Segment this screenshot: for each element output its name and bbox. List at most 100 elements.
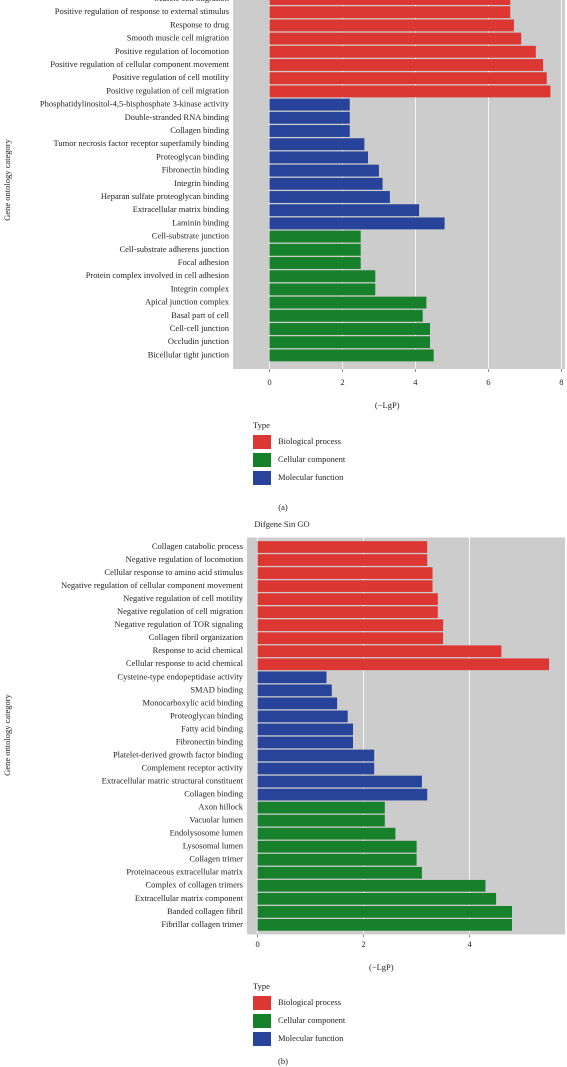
bar: [257, 762, 375, 775]
legend-swatch: [253, 1014, 271, 1028]
y-tick-label: Cell-substrate adherens junction: [119, 244, 229, 254]
bar: [257, 671, 327, 684]
y-tick-label: Cysteine-type endopeptidase activity: [117, 671, 243, 681]
y-tick-label: Platelet-derived growth factor binding: [113, 749, 244, 759]
y-tick-label: Positive regulation of cell migration: [106, 85, 230, 95]
bar: [257, 554, 428, 566]
y-tick-label: Proteoglycan binding: [170, 710, 244, 720]
bar: [269, 59, 544, 71]
bar: [257, 866, 422, 879]
y-tick-label: Extracellular matrix binding: [133, 204, 230, 214]
bar: [269, 204, 420, 217]
bar: [269, 191, 390, 203]
bar: [257, 788, 428, 801]
y-tick-label: Tumor necrosis factor receptor superfami…: [53, 138, 229, 148]
y-tick-label: Positive regulation of response to exter…: [55, 6, 229, 16]
y-tick-label: Negative regulation of locomotion: [126, 554, 244, 564]
bar: [269, 19, 514, 32]
y-tick-label: Complex of collagen trimers: [146, 880, 244, 890]
y-tick-label: Lysosomal lumen: [183, 841, 244, 851]
bar: [257, 580, 433, 592]
bar: [257, 840, 417, 853]
y-tick-label: Basal part of cell: [171, 310, 229, 320]
y-tick-label: Vacuolar lumen: [189, 815, 243, 825]
y-tick-label: Phosphatidylinositol-4,5-bisphosphate 3-…: [40, 99, 230, 109]
y-tick-label: Fibrillar collagen trimer: [161, 919, 243, 929]
y-tick-label: SMAD binding: [190, 684, 243, 694]
x-tick-label: 4: [467, 939, 472, 949]
bar: [257, 684, 332, 697]
bar: [257, 905, 512, 918]
y-axis-title: Gene ontology category: [2, 693, 12, 775]
x-axis-title: (−LgP): [369, 962, 394, 972]
y-tick-label: Focal adhesion: [178, 257, 230, 267]
bar: [269, 336, 431, 349]
y-tick-label: Negative regulation of TOR signaling: [114, 619, 243, 629]
bar: [257, 541, 428, 553]
panel-caption: (b): [278, 1056, 288, 1066]
legend-title: Type: [253, 420, 270, 430]
bar: [257, 919, 512, 931]
x-tick-label: 0: [255, 939, 259, 949]
y-axis-title: Gene ontology category: [2, 138, 12, 220]
bar: [257, 814, 385, 827]
bar: [269, 85, 551, 98]
legend-swatch: [253, 435, 271, 449]
bar: [269, 138, 365, 151]
y-tick-label: Fibronectin binding: [176, 736, 244, 746]
bar: [257, 710, 348, 723]
x-tick-label: 8: [559, 377, 563, 387]
y-tick-label: Collagen binding: [184, 789, 244, 799]
y-tick-label: Extracellular matrix component: [135, 893, 244, 903]
bar: [269, 111, 350, 124]
y-tick-label: Monocarboxylic acid binding: [142, 697, 243, 707]
legend-swatch: [253, 996, 271, 1010]
bar: [269, 32, 522, 45]
bar: [257, 632, 444, 645]
y-tick-label: Collagen fibril organization: [149, 632, 244, 642]
y-tick-label: Response to acid chemical: [153, 645, 244, 655]
y-tick-label: Axon hillock: [198, 802, 243, 812]
bar: [257, 567, 433, 579]
bar: [257, 697, 338, 710]
bar: [257, 827, 396, 840]
chart-title: Difgene Sin GO: [254, 519, 309, 529]
y-tick-label: Cellular response to acid chemical: [126, 658, 244, 668]
bar: [269, 323, 431, 335]
x-tick-label: 2: [361, 939, 365, 949]
bar: [269, 349, 434, 362]
panel-caption: (a): [278, 502, 288, 512]
legend-label: Cellular component: [278, 454, 346, 464]
y-tick-label: Negative regulation of cellular componen…: [61, 580, 244, 590]
y-tick-label: Apical junction complex: [145, 297, 230, 307]
bar: [269, 125, 350, 137]
y-tick-label: Negative regulation of cell migration: [117, 606, 244, 616]
bar: [269, 6, 511, 19]
x-tick-label: 0: [267, 377, 271, 387]
y-tick-label: Response to drug: [170, 19, 230, 29]
bar: [257, 723, 353, 736]
y-tick-label: Muscle cell migration: [154, 0, 229, 3]
bar: [269, 164, 379, 177]
bar: [269, 151, 368, 164]
bar: [269, 72, 547, 85]
legend-label: Molecular function: [278, 1033, 344, 1043]
bar: [269, 0, 511, 5]
y-tick-label: Occludin junction: [168, 336, 230, 346]
x-tick-label: 2: [340, 377, 344, 387]
y-tick-label: Double-stranded RNA binding: [125, 112, 230, 122]
bar: [269, 270, 376, 283]
y-tick-label: Bicellular tight junction: [148, 349, 230, 359]
legend-swatch: [253, 453, 271, 467]
bar: [257, 619, 444, 632]
legend-title: Type: [253, 981, 270, 991]
bar: [269, 296, 427, 309]
legend-label: Molecular function: [278, 472, 344, 482]
bar: [257, 853, 417, 866]
y-tick-label: Heparan sulfate proteoglycan binding: [101, 191, 230, 201]
y-tick-label: Collagen catabolic process: [152, 541, 243, 551]
y-tick-label: Banded collagen fibril: [167, 906, 244, 916]
y-tick-label: Positive regulation of locomotion: [115, 46, 230, 56]
x-axis-title: (−LgP): [375, 400, 400, 410]
